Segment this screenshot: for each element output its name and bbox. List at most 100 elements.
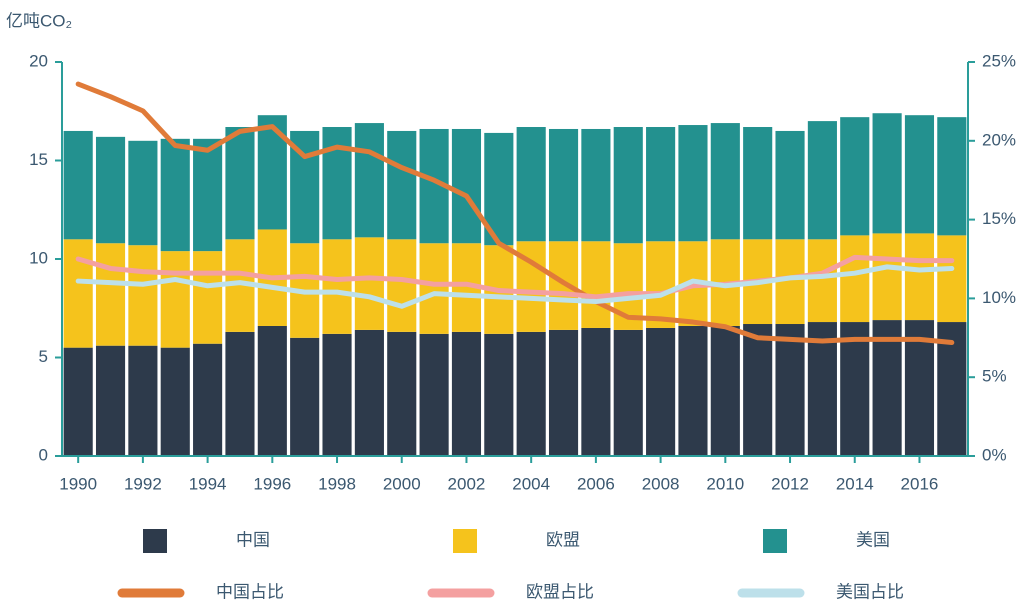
y-tick-label: 5	[39, 347, 48, 366]
y2-tick-label: 10%	[982, 288, 1016, 307]
y2-tick-label: 20%	[982, 130, 1016, 149]
bar-segment	[354, 237, 384, 330]
bar-segment	[160, 138, 190, 252]
bar-segment	[581, 241, 611, 328]
bar-segment	[387, 130, 417, 240]
x-tick-label: 2008	[642, 474, 680, 493]
bar-segment	[354, 123, 384, 238]
bar-segment	[646, 241, 676, 328]
y-tick-label: 20	[29, 51, 48, 70]
bar-segment	[775, 324, 805, 456]
bar-segment	[193, 343, 223, 456]
x-tick-label: 2012	[771, 474, 809, 493]
bar-segment	[484, 333, 514, 456]
bar-segment	[548, 241, 579, 330]
bar-segment	[613, 127, 643, 244]
bar-segment	[160, 251, 190, 348]
bar-segment	[451, 128, 482, 244]
bar-segment	[743, 324, 773, 456]
bar-segment	[128, 345, 158, 456]
bar-segment	[451, 331, 482, 456]
bar-segment	[872, 233, 902, 321]
bar-segment	[225, 331, 255, 456]
x-tick-label: 2010	[706, 474, 744, 493]
y2-tick-label: 15%	[982, 209, 1016, 228]
bar-segment	[710, 325, 740, 456]
bar-segment	[257, 325, 287, 456]
bar-segment	[354, 329, 384, 456]
y2-tick-label: 5%	[982, 367, 1007, 386]
bar-segment	[95, 136, 126, 244]
x-tick-label: 2006	[577, 474, 615, 493]
x-tick-label: 1992	[124, 474, 162, 493]
y-tick-label: 0	[39, 445, 48, 464]
x-tick-label: 1996	[253, 474, 291, 493]
legend-label: 美国	[856, 530, 890, 549]
bar-segment	[646, 327, 676, 456]
legend-swatch	[143, 529, 167, 553]
bar-segment	[193, 251, 223, 344]
bar-segment	[419, 333, 449, 456]
bar-segment	[95, 243, 126, 346]
bar-segment	[840, 322, 870, 456]
legend-label: 欧盟占比	[526, 582, 594, 601]
bar-segment	[290, 337, 320, 456]
x-tick-label: 2004	[512, 474, 550, 493]
bar-segment	[63, 130, 93, 240]
bar-segment	[548, 128, 579, 242]
x-tick-label: 2016	[901, 474, 939, 493]
bar-segment	[646, 127, 676, 242]
x-tick-label: 2014	[836, 474, 874, 493]
bar-segment	[419, 243, 449, 334]
bar-segment	[257, 115, 287, 230]
y2-tick-label: 25%	[982, 51, 1016, 70]
bar-segment	[872, 113, 902, 234]
bar-segment	[807, 121, 837, 240]
x-tick-label: 2000	[383, 474, 421, 493]
bar-segment	[613, 329, 643, 456]
bar-segment	[548, 329, 579, 456]
y-tick-label: 10	[29, 248, 48, 267]
bar-segment	[807, 239, 837, 323]
bar-segment	[743, 127, 773, 240]
legend-swatch	[453, 529, 477, 553]
legend-label: 中国	[236, 530, 270, 549]
bar-segment	[128, 245, 158, 346]
bar-segment	[322, 127, 352, 240]
legend-label: 中国占比	[216, 582, 284, 601]
line-series	[75, 81, 955, 346]
bar-segment	[193, 138, 223, 252]
bar-segment	[322, 239, 352, 334]
bar-segment	[904, 233, 935, 321]
bar-segment	[128, 140, 158, 246]
x-tick-label: 1990	[59, 474, 97, 493]
bar-segment	[581, 327, 611, 456]
bar-segment	[225, 127, 255, 240]
bar-segment	[710, 123, 740, 240]
x-tick-label: 2002	[448, 474, 486, 493]
bar-segment	[678, 325, 708, 456]
bar-segment	[63, 347, 93, 456]
bar-segment	[160, 347, 190, 456]
y-tick-label: 15	[29, 150, 48, 169]
legend-label: 欧盟	[546, 530, 580, 549]
bar-segment	[937, 235, 967, 323]
bar-segment	[516, 331, 546, 456]
legend-swatch	[763, 529, 787, 553]
bar-segment	[678, 125, 708, 242]
bar-segment	[63, 239, 93, 348]
x-tick-label: 1994	[189, 474, 227, 493]
bar-segment	[322, 333, 352, 456]
bar-segment	[937, 117, 967, 236]
bar-segment	[775, 130, 805, 240]
bar-segment	[840, 235, 870, 323]
legend-label: 美国占比	[836, 582, 904, 601]
bar-segment	[581, 128, 611, 242]
x-tick-label: 1998	[318, 474, 356, 493]
bar-segment	[872, 320, 902, 456]
bar-segment	[904, 115, 935, 234]
bar-segment	[516, 127, 546, 242]
bar-segment	[840, 117, 870, 236]
line-series	[75, 264, 955, 309]
